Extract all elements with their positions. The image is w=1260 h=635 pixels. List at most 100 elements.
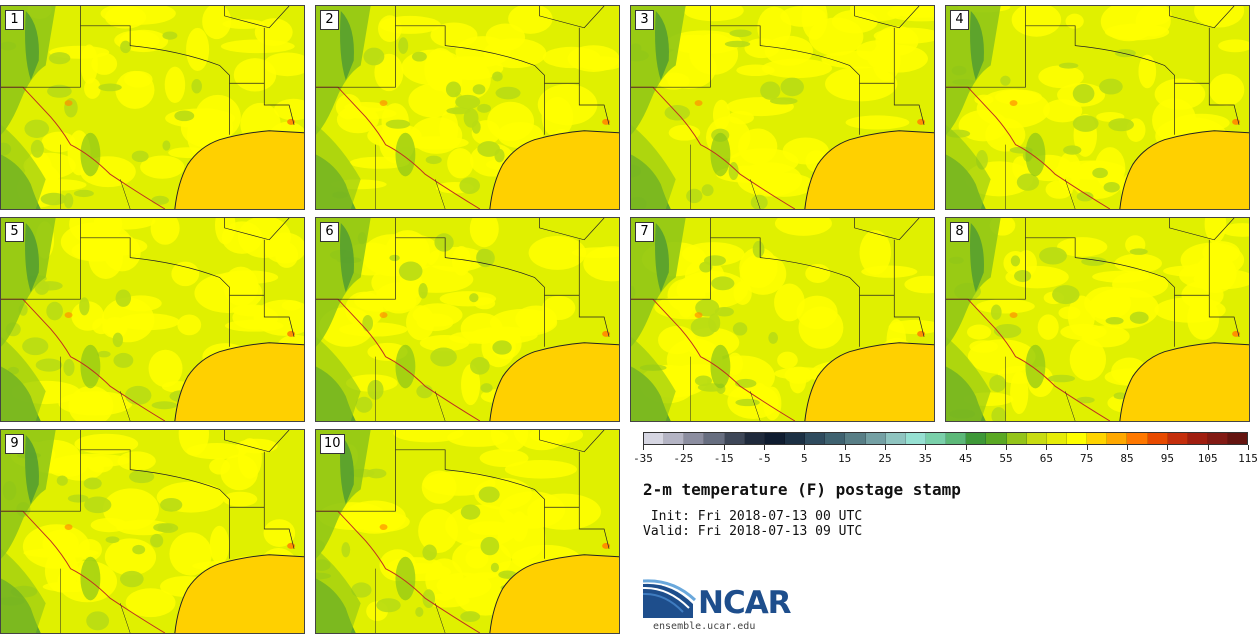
colorbar-swatch	[1026, 433, 1047, 444]
colorbar-swatch	[1087, 433, 1108, 444]
figure-title: 2-m temperature (F) postage stamp	[643, 480, 961, 499]
temperature-map	[631, 218, 934, 421]
member-panel: 1	[0, 5, 305, 210]
colorbar-tick-label: 105	[1197, 452, 1218, 465]
colorbar-tick-label: -35	[633, 452, 653, 465]
colorbar-tick-labels: -35 -25 -15 -5 5 15 25 35 45 55 65 75 85 95 105 115	[633, 445, 1258, 469]
colorbar-swatch	[704, 433, 725, 444]
colorbar-tick	[1086, 445, 1088, 450]
member-number-label: 7	[635, 222, 654, 242]
colorbar-tick	[1127, 445, 1128, 450]
colorbar-swatch	[1228, 433, 1248, 444]
colorbar-tick	[1006, 445, 1007, 450]
member-panel: 6	[315, 217, 620, 422]
colorbar-swatch	[1046, 433, 1067, 444]
colorbar-tick-label: 95	[1160, 452, 1174, 465]
colorbar-swatch	[1107, 433, 1128, 444]
colorbar-tick-label: 5	[801, 452, 808, 465]
colorbar-swatch	[966, 433, 987, 444]
colorbar-swatch	[1187, 433, 1208, 444]
ensemble-url: ensemble.ucar.edu	[653, 621, 756, 632]
colorbar-swatch	[1066, 433, 1088, 444]
colorbar-tick	[885, 445, 886, 450]
member-panel: 8	[945, 217, 1250, 422]
temperature-map	[1, 218, 304, 421]
colorbar-tick	[1248, 445, 1249, 450]
temperature-map	[1, 6, 304, 209]
colorbar-swatch	[1207, 433, 1229, 444]
member-panel: 3	[630, 5, 935, 210]
colorbar-swatch	[825, 433, 846, 444]
colorbar-tick-label: 85	[1120, 452, 1134, 465]
colorbar-tick	[965, 445, 967, 450]
colorbar-swatch	[885, 433, 906, 444]
colorbar-tick-label: 25	[878, 452, 892, 465]
member-panel: 4	[945, 5, 1250, 210]
colorbar-swatch	[724, 433, 745, 444]
member-number-label: 4	[950, 10, 969, 30]
valid-time: Valid: Fri 2018-07-13 09 UTC	[643, 524, 863, 539]
colorbar-swatch	[805, 433, 826, 444]
temperature-map	[946, 218, 1249, 421]
colorbar-tick	[764, 445, 765, 450]
colorbar-swatch	[684, 433, 705, 444]
colorbar-swatch	[1147, 433, 1168, 444]
colorbar-swatch	[905, 433, 926, 444]
colorbar-swatch	[1127, 433, 1148, 444]
colorbar-swatch	[644, 433, 665, 444]
logo-wordmark: NCAR	[698, 585, 792, 621]
temperature-map	[631, 6, 934, 209]
colorbar-swatch	[946, 433, 967, 444]
member-number-label: 1	[5, 10, 24, 30]
colorbar-tick	[804, 445, 806, 450]
member-number-label: 3	[635, 10, 654, 30]
colorbar-tick	[683, 445, 685, 450]
colorbar-swatch	[744, 433, 765, 444]
colorbar-tick-label: 35	[918, 452, 932, 465]
temperature-map	[316, 430, 619, 633]
colorbar-tick-label: 115	[1238, 452, 1258, 465]
colorbar-tick-label: 65	[1039, 452, 1053, 465]
colorbar-swatch	[986, 433, 1007, 444]
colorbar-tick	[1167, 445, 1169, 450]
colorbar-tick-label: 15	[838, 452, 852, 465]
init-time: Init: Fri 2018-07-13 00 UTC	[643, 509, 863, 524]
member-panel: 2	[315, 5, 620, 210]
member-panel: 9	[0, 429, 305, 634]
colorbar-swatch	[664, 433, 685, 444]
colorbar-tick-label: -5	[757, 452, 771, 465]
member-number-label: 6	[320, 222, 339, 242]
colorbar-tick	[643, 445, 644, 450]
colorbar-tick	[925, 445, 927, 450]
temperature-colorbar	[643, 432, 1248, 445]
member-panel: 5	[0, 217, 305, 422]
colorbar-swatch	[845, 433, 866, 444]
member-number-label: 8	[950, 222, 969, 242]
colorbar-tick-label: 55	[999, 452, 1013, 465]
colorbar-tick-label: 45	[959, 452, 973, 465]
colorbar-tick	[1207, 445, 1209, 450]
ncar-logo-icon	[643, 579, 697, 618]
colorbar-tick	[1046, 445, 1048, 450]
colorbar-tick	[723, 445, 725, 450]
colorbar-tick-label: -15	[713, 452, 734, 465]
colorbar-swatch	[1006, 433, 1027, 444]
member-panel: 7	[630, 217, 935, 422]
member-panel: 10	[315, 429, 620, 634]
member-number-label: 9	[5, 434, 24, 454]
temperature-map	[946, 6, 1249, 209]
colorbar-swatch	[925, 433, 947, 444]
colorbar-tick-label: -25	[673, 452, 694, 465]
colorbar-swatch	[784, 433, 806, 444]
temperature-map	[316, 6, 619, 209]
colorbar-swatch	[764, 433, 785, 444]
colorbar-tick	[844, 445, 846, 450]
colorbar-swatch	[865, 433, 886, 444]
member-number-label: 5	[5, 222, 24, 242]
colorbar-tick-label: 75	[1080, 452, 1094, 465]
member-number-label: 10	[320, 434, 345, 454]
temperature-map	[316, 218, 619, 421]
colorbar-swatch	[1167, 433, 1188, 444]
temperature-map	[1, 430, 304, 633]
